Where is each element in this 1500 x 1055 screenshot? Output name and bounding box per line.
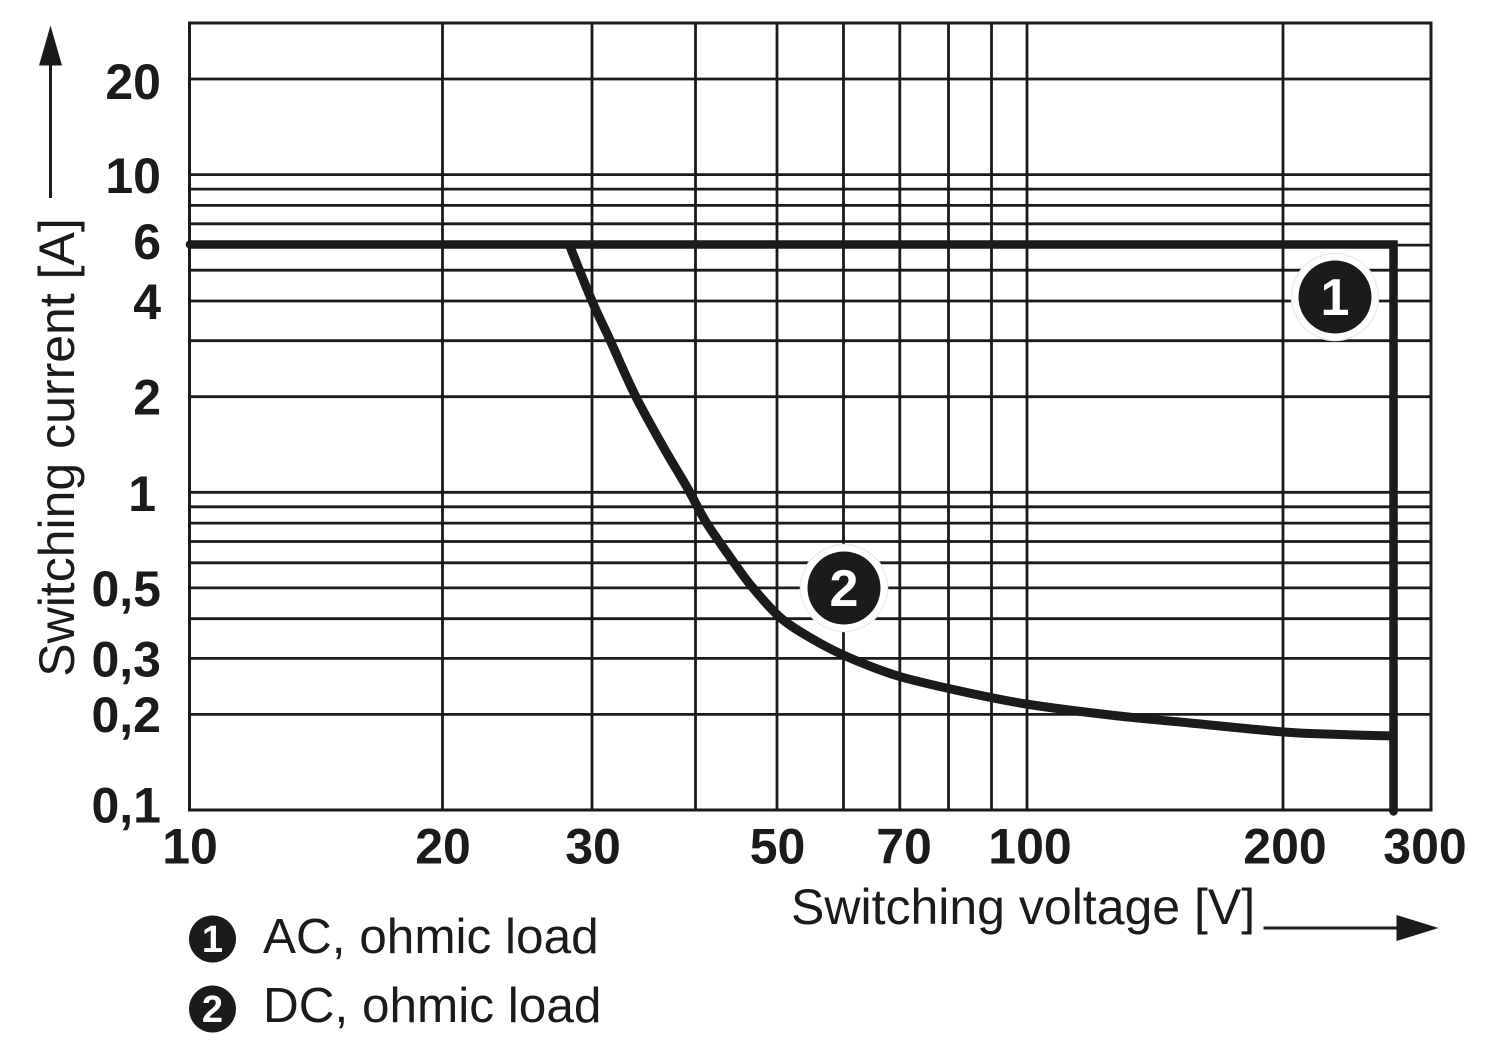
svg-text:200: 200 — [1243, 819, 1326, 875]
svg-text:Switching voltage [V]: Switching voltage [V] — [791, 879, 1255, 935]
svg-text:2: 2 — [830, 560, 859, 618]
svg-text:AC, ohmic load: AC, ohmic load — [263, 909, 599, 964]
svg-text:2: 2 — [133, 370, 161, 426]
svg-text:10: 10 — [105, 148, 161, 204]
svg-text:4: 4 — [133, 274, 161, 330]
svg-text:1: 1 — [1321, 269, 1350, 327]
svg-text:300: 300 — [1383, 819, 1466, 875]
svg-text:Switching current [A]: Switching current [A] — [29, 218, 85, 677]
svg-text:1: 1 — [128, 466, 156, 522]
svg-text:1: 1 — [202, 919, 223, 961]
svg-text:100: 100 — [988, 819, 1071, 875]
svg-text:2: 2 — [202, 989, 223, 1031]
svg-text:0,1: 0,1 — [91, 778, 161, 834]
svg-text:30: 30 — [565, 819, 621, 875]
svg-text:0,3: 0,3 — [91, 632, 161, 688]
svg-text:20: 20 — [415, 819, 471, 875]
svg-text:6: 6 — [133, 214, 161, 270]
svg-text:70: 70 — [876, 819, 932, 875]
svg-text:DC, ohmic load: DC, ohmic load — [263, 978, 601, 1033]
svg-text:20: 20 — [105, 54, 161, 110]
svg-text:50: 50 — [750, 819, 806, 875]
svg-text:0,5: 0,5 — [91, 561, 161, 617]
svg-text:10: 10 — [162, 819, 218, 875]
svg-text:0,2: 0,2 — [91, 687, 161, 743]
